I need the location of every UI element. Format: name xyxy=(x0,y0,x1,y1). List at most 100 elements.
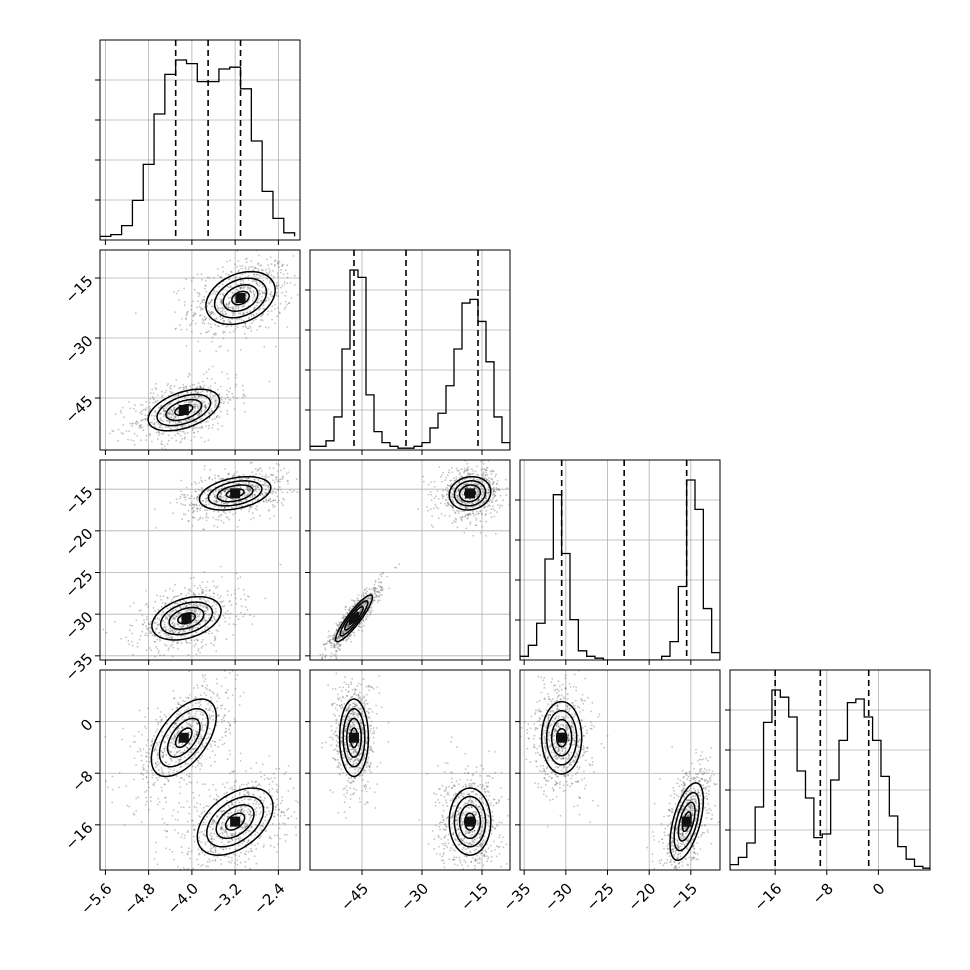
sample-point xyxy=(194,408,197,410)
sample-point xyxy=(140,410,143,413)
sample-point xyxy=(162,413,165,416)
sample-point xyxy=(232,312,235,314)
sample-point xyxy=(483,491,485,494)
sample-point xyxy=(196,723,199,725)
sample-point xyxy=(172,409,174,412)
sample-point xyxy=(226,413,229,415)
sample-point xyxy=(150,632,153,635)
sample-point xyxy=(200,410,202,412)
sample-point xyxy=(268,380,271,383)
sample-point xyxy=(458,481,460,484)
sample-point xyxy=(188,372,190,375)
sample-point xyxy=(188,623,191,625)
sample-point xyxy=(230,270,232,273)
sample-point xyxy=(242,319,245,322)
sample-point xyxy=(232,330,235,333)
sample-point xyxy=(190,322,193,325)
sample-point xyxy=(177,727,179,730)
sample-point xyxy=(333,643,335,645)
sample-point xyxy=(435,506,438,508)
sample-point xyxy=(186,747,189,750)
sample-point xyxy=(222,716,225,719)
sample-point xyxy=(166,443,169,445)
sample-point xyxy=(260,319,262,321)
sample-point xyxy=(215,498,218,500)
sample-point xyxy=(207,368,210,371)
contour-level-0 xyxy=(198,475,272,511)
sample-point xyxy=(160,412,162,415)
sample-point xyxy=(193,288,196,291)
sample-point xyxy=(179,434,182,437)
sample-point xyxy=(210,489,213,491)
sample-point xyxy=(129,605,132,608)
sample-point xyxy=(199,307,202,309)
sample-point xyxy=(240,279,242,282)
sample-point xyxy=(248,490,251,493)
sample-point xyxy=(206,626,209,629)
sample-point xyxy=(230,285,232,288)
sample-point xyxy=(184,635,186,638)
sample-point xyxy=(161,718,164,720)
sample-point xyxy=(188,629,191,632)
sample-point xyxy=(465,458,467,460)
sample-point xyxy=(253,479,256,481)
sample-point xyxy=(184,761,187,764)
sample-point xyxy=(211,418,214,421)
sample-point xyxy=(480,468,483,471)
sample-point xyxy=(461,502,464,504)
sample-point xyxy=(301,268,303,270)
sample-point xyxy=(489,470,492,473)
sample-point xyxy=(198,395,200,398)
sample-point xyxy=(184,700,186,703)
sample-point xyxy=(246,486,249,489)
sample-point xyxy=(191,525,194,527)
sample-point xyxy=(460,500,463,503)
sample-point xyxy=(460,491,463,494)
sample-point xyxy=(453,477,455,480)
sample-point xyxy=(463,501,466,504)
sample-point xyxy=(257,479,260,481)
sample-point xyxy=(452,501,454,503)
sample-point xyxy=(194,396,196,399)
sample-point xyxy=(342,632,345,635)
sample-point xyxy=(184,499,187,501)
sample-point xyxy=(374,593,377,596)
sample-point xyxy=(199,584,201,587)
sample-point xyxy=(312,302,314,304)
sample-point xyxy=(167,771,170,774)
sample-point xyxy=(127,438,129,441)
sample-point xyxy=(179,497,181,500)
sample-point xyxy=(333,633,336,636)
sample-point xyxy=(201,592,204,595)
sample-point xyxy=(456,526,459,529)
sample-point xyxy=(234,304,237,307)
sample-point xyxy=(250,322,253,325)
sample-point xyxy=(476,465,478,468)
sample-point xyxy=(208,714,211,717)
sample-point xyxy=(216,414,219,417)
sample-point xyxy=(463,471,465,474)
sample-point xyxy=(491,498,494,501)
sample-point xyxy=(373,583,376,586)
sample-point xyxy=(273,505,276,508)
sample-point xyxy=(213,291,216,293)
sample-point xyxy=(177,416,180,418)
sample-point xyxy=(363,595,365,598)
sample-point xyxy=(192,616,195,618)
sample-point xyxy=(193,639,196,642)
sample-point xyxy=(228,600,231,603)
sample-point xyxy=(377,591,380,594)
sample-point xyxy=(324,649,327,651)
sample-point xyxy=(218,405,221,408)
sample-point xyxy=(262,304,265,307)
sample-point xyxy=(218,416,221,419)
histogram-step-1 xyxy=(310,269,510,450)
sample-point xyxy=(174,630,177,633)
sample-point xyxy=(225,313,228,315)
sample-point xyxy=(234,376,237,379)
sample-point xyxy=(163,445,166,447)
sample-point xyxy=(249,505,252,508)
sample-point xyxy=(191,300,194,303)
sample-point xyxy=(267,484,270,487)
sample-point xyxy=(227,401,229,404)
